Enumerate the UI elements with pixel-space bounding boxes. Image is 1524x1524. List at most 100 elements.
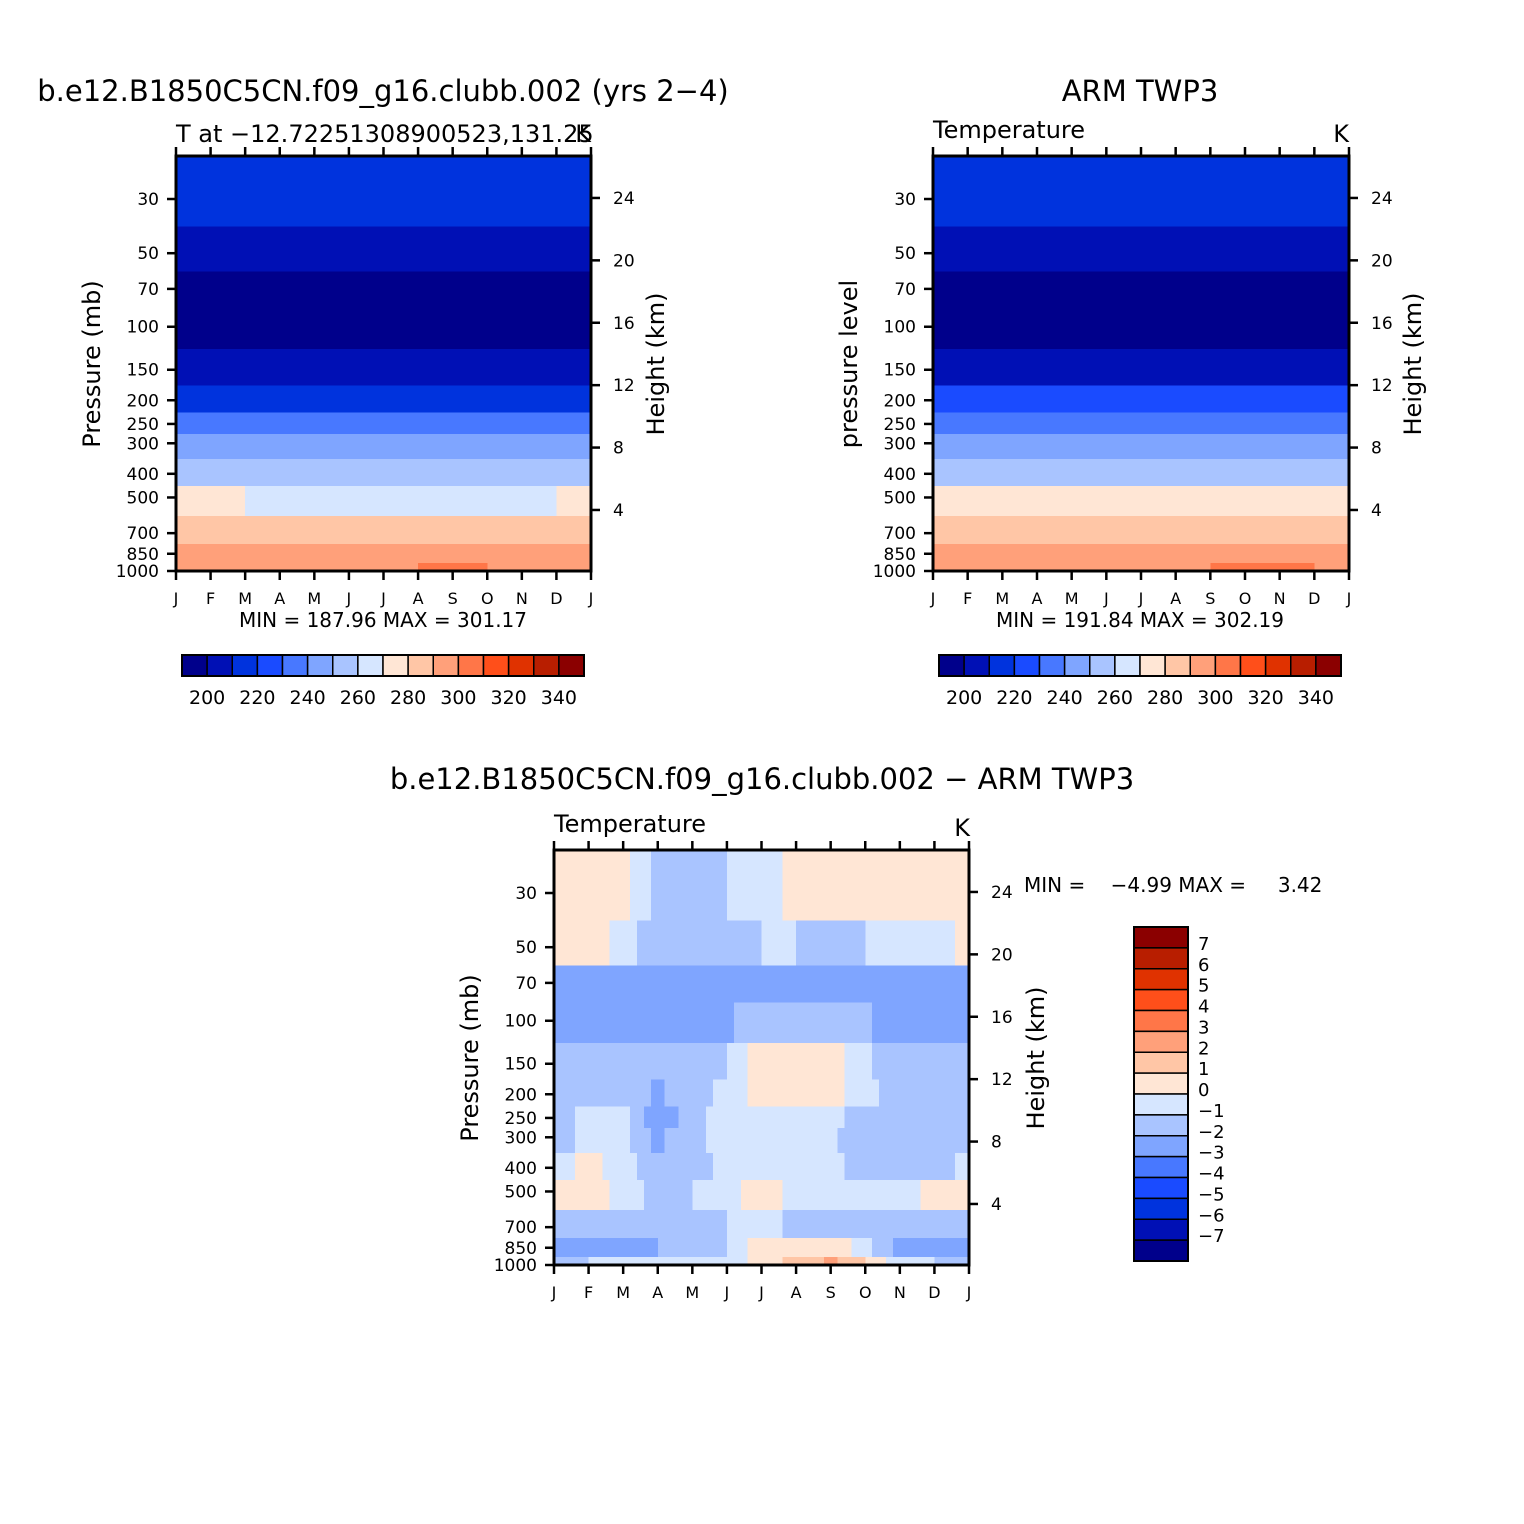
- model-field-cell: [342, 226, 350, 272]
- obs-y-tick-label: 70: [894, 280, 916, 300]
- obs-field-cell: [1314, 543, 1322, 563]
- difference-field-cell: [733, 1237, 742, 1257]
- model-field-cell: [217, 433, 226, 460]
- model-field-cell: [224, 271, 232, 309]
- obs-field-cell: [1113, 562, 1121, 572]
- model-colorbar-box: [306, 654, 334, 677]
- obs-field-cell: [1182, 412, 1191, 435]
- obs-field-cell: [1314, 307, 1322, 349]
- model-field-cell: [390, 156, 398, 227]
- obs-x-tick-label: O: [1239, 589, 1252, 608]
- obs-field-cell: [1196, 385, 1204, 413]
- model-field-cell: [348, 348, 357, 386]
- obs-field-cell: [1064, 412, 1073, 435]
- obs-field-cell: [1293, 412, 1302, 435]
- obs-field-cell: [988, 226, 996, 272]
- obs-field-cell: [1272, 433, 1281, 460]
- obs-height-tick-label: 12: [1371, 376, 1393, 396]
- obs-field-cell: [946, 348, 955, 386]
- difference-field-cell: [865, 1042, 873, 1080]
- obs-field-cell: [1203, 515, 1211, 545]
- difference-field-cell: [927, 1152, 936, 1181]
- obs-field-cell: [981, 226, 990, 272]
- difference-field-cell: [678, 1001, 687, 1043]
- obs-field-cell: [1037, 385, 1045, 413]
- model-field-cell: [514, 348, 523, 386]
- difference-field-cell: [657, 850, 666, 921]
- obs-field-cell: [995, 385, 1003, 413]
- obs-field-cell: [1245, 412, 1253, 435]
- model-field-cell: [286, 562, 295, 572]
- obs-field-cell: [1106, 515, 1114, 545]
- obs-field-cell: [1251, 412, 1260, 435]
- difference-field-cell: [809, 1209, 818, 1239]
- model-field-cell: [355, 385, 364, 413]
- obs-field-cell: [1016, 543, 1024, 563]
- difference-field-cell: [906, 850, 915, 921]
- model-field-cell: [563, 156, 571, 227]
- obs-field-cell: [1231, 458, 1239, 487]
- model-colorbar-box: [558, 654, 585, 677]
- difference-field-cell: [872, 850, 880, 921]
- model-field-cell: [438, 543, 447, 563]
- obs-y-tick-label: 500: [884, 488, 916, 508]
- model-field-cell: [514, 562, 523, 572]
- difference-field-cell: [816, 1042, 825, 1080]
- difference-field-cell: [616, 1106, 624, 1129]
- model-field-cell: [328, 271, 336, 309]
- model-field-cell: [286, 271, 295, 309]
- difference-field-cell: [616, 850, 624, 921]
- model-field-cell: [259, 307, 267, 349]
- model-field-cell: [383, 156, 392, 227]
- difference-field-cell: [740, 1209, 749, 1239]
- difference-field-cell: [844, 1079, 853, 1107]
- obs-field-cell: [939, 156, 948, 227]
- obs-field-cell: [1258, 433, 1267, 460]
- model-field-cell: [369, 458, 378, 487]
- model-field-cell: [224, 562, 232, 572]
- model-field-cell: [300, 348, 309, 386]
- model-field-cell: [210, 543, 219, 563]
- difference-field-cell: [789, 1237, 797, 1257]
- obs-field-cell: [1175, 458, 1184, 487]
- model-field-cell: [521, 348, 530, 386]
- obs-field-cell: [1189, 385, 1198, 413]
- difference-field-cell: [554, 1152, 562, 1181]
- difference-field-cell: [782, 1042, 790, 1080]
- difference-field-cell: [927, 1001, 936, 1043]
- obs-field-cell: [1002, 485, 1010, 516]
- difference-field-cell: [858, 1237, 866, 1257]
- model-field-cell: [293, 156, 302, 227]
- model-field-cell: [404, 412, 412, 435]
- obs-field-cell: [988, 271, 996, 309]
- model-field-cell: [521, 485, 530, 516]
- model-field-cell: [376, 307, 385, 349]
- obs-field-cell: [1203, 562, 1211, 572]
- obs-field-cell: [960, 271, 969, 309]
- obs-field-cell: [1161, 515, 1170, 545]
- difference-field-cell: [595, 1127, 604, 1154]
- obs-field-cell: [1279, 433, 1288, 460]
- obs-field-cell: [1078, 307, 1087, 349]
- difference-field-cell: [560, 1179, 569, 1210]
- obs-field-cell: [1057, 485, 1066, 516]
- model-field-cell: [487, 226, 495, 272]
- obs-field-cell: [933, 412, 941, 435]
- difference-field-cell: [955, 920, 963, 966]
- difference-field-cell: [685, 920, 693, 966]
- difference-field-cell: [872, 1079, 880, 1107]
- difference-field-cell: [934, 1106, 942, 1129]
- model-field-cell: [238, 485, 246, 516]
- obs-field-cell: [1265, 412, 1274, 435]
- difference-field-cell: [858, 1106, 866, 1129]
- model-field-cell: [494, 156, 502, 227]
- obs-field-cell: [1002, 226, 1010, 272]
- model-field-cell: [577, 485, 585, 516]
- model-field-cell: [182, 385, 191, 413]
- difference-field-cell: [616, 1209, 624, 1239]
- difference-field-cell: [906, 1256, 915, 1266]
- obs-field-cell: [1210, 385, 1218, 413]
- difference-field-cell: [650, 1237, 659, 1257]
- difference-field-cell: [816, 1001, 825, 1043]
- obs-field-cell: [1307, 412, 1315, 435]
